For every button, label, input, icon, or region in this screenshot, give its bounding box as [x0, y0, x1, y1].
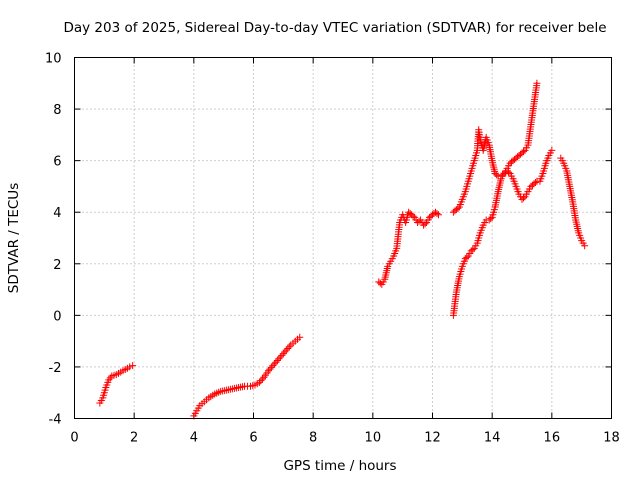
- y-axis-label: SDTVAR / TECUs: [6, 183, 22, 293]
- data-point: [421, 220, 429, 228]
- x-tick-label: 2: [130, 431, 138, 446]
- data-point: [519, 148, 527, 156]
- data-point: [255, 378, 263, 386]
- y-tick-labels: -4 -2 0 2 4 6 8 10: [45, 52, 62, 428]
- x-tick-label: 0: [70, 431, 78, 446]
- data-point: [284, 344, 292, 352]
- x-tick-label: 16: [544, 431, 561, 446]
- data-point: [531, 179, 539, 187]
- x-tick-label: 10: [365, 431, 382, 446]
- data-point: [493, 171, 501, 179]
- x-tick-label: 14: [484, 431, 501, 446]
- data-point: [129, 362, 137, 370]
- data-point: [469, 246, 477, 254]
- y-tick-label: 2: [53, 258, 61, 273]
- y-tick-label: 8: [53, 103, 61, 118]
- data-point: [270, 360, 278, 368]
- data-point: [433, 210, 441, 218]
- series-track-2: [190, 333, 304, 420]
- data-point: [273, 356, 281, 364]
- x-tick-labels: 0 2 4 6 8 10 12 14 16 18: [70, 431, 619, 446]
- data-point: [264, 367, 272, 375]
- series-track-6: [557, 154, 589, 250]
- series-track-4: [449, 79, 541, 216]
- data-point: [376, 279, 384, 287]
- data-point: [269, 362, 277, 370]
- y-tick-label: 10: [45, 52, 62, 67]
- data-point: [126, 363, 134, 371]
- x-tick-label: 18: [603, 431, 620, 446]
- x-tick-label: 6: [249, 431, 257, 446]
- data-point: [257, 377, 265, 385]
- data-point: [276, 353, 284, 361]
- x-axis-label: GPS time / hours: [283, 458, 396, 474]
- data-point: [272, 358, 280, 366]
- data-point: [454, 204, 462, 212]
- data-point: [463, 253, 471, 261]
- data-point: [548, 146, 556, 154]
- x-tick-label: 8: [309, 431, 317, 446]
- data-point: [409, 212, 417, 220]
- data-point: [285, 343, 293, 351]
- data-point: [281, 348, 289, 356]
- data-point: [282, 346, 290, 354]
- series-track-5: [449, 146, 556, 319]
- data-point: [581, 242, 589, 250]
- data-point: [258, 375, 266, 383]
- data-point: [487, 215, 495, 223]
- series-track-1: [96, 362, 137, 407]
- x-tick-label: 4: [190, 431, 198, 446]
- data-point: [434, 211, 442, 219]
- y-tick-label: -2: [49, 361, 62, 376]
- data-point: [278, 351, 286, 359]
- y-tick-label: 0: [53, 309, 61, 324]
- data-point: [296, 333, 304, 341]
- chart-title: Day 203 of 2025, Sidereal Day-to-day VTE…: [63, 20, 606, 36]
- data-point: [279, 350, 287, 358]
- y-tick-label: 6: [53, 155, 61, 170]
- axis-ticks: [74, 57, 612, 419]
- y-tick-label: 4: [53, 206, 61, 221]
- data-point: [519, 194, 527, 202]
- data-series: [96, 79, 589, 420]
- data-point: [505, 168, 513, 176]
- grid: [74, 57, 612, 419]
- y-tick-label: -4: [49, 413, 62, 428]
- x-tick-label: 12: [424, 431, 441, 446]
- data-point: [267, 363, 275, 371]
- series-track-3: [375, 208, 442, 288]
- plot-frame: [74, 57, 612, 419]
- data-point: [533, 79, 541, 87]
- data-point: [415, 217, 423, 225]
- data-point: [266, 365, 274, 373]
- data-point: [275, 355, 283, 363]
